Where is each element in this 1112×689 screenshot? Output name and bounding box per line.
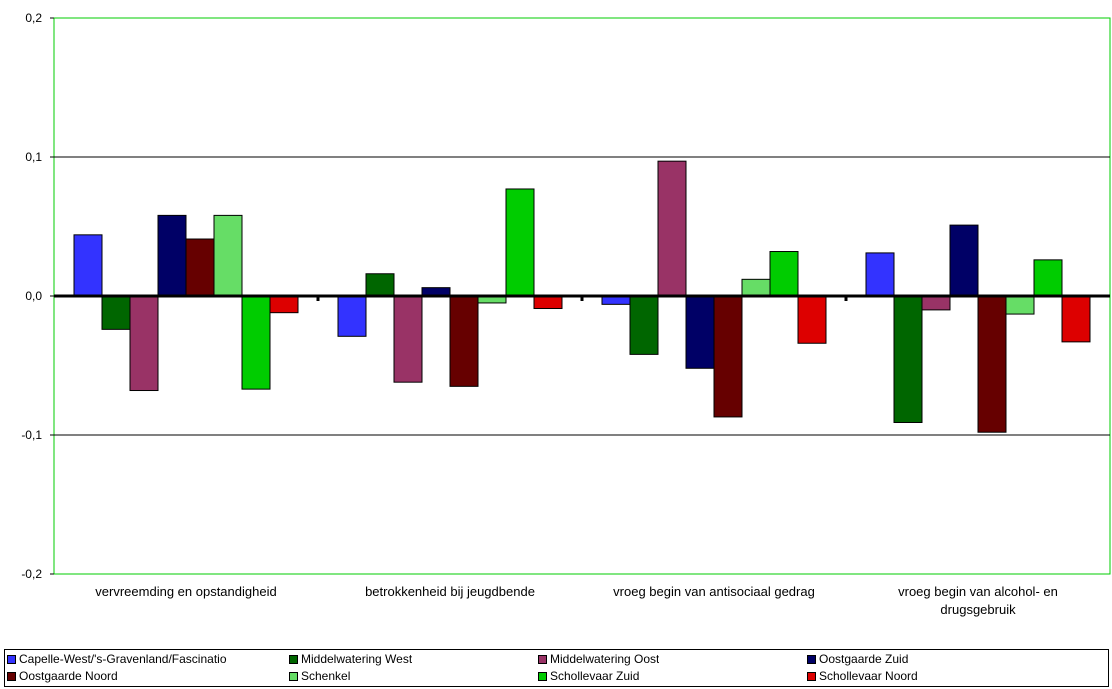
x-category-label: vroeg begin van alcohol- en drugsgebruik bbox=[898, 584, 1058, 617]
legend-item: Oostgaarde Zuid bbox=[807, 652, 908, 666]
bar bbox=[533, 295, 563, 310]
legend-swatch bbox=[807, 671, 816, 681]
y-tick-label: -0,1 bbox=[21, 428, 42, 442]
bar bbox=[893, 295, 923, 423]
bar bbox=[505, 188, 535, 297]
bar bbox=[629, 295, 659, 355]
legend-item: Middelwatering Oost bbox=[538, 652, 659, 666]
bar bbox=[657, 160, 687, 297]
bar bbox=[1061, 295, 1091, 343]
bar bbox=[73, 234, 103, 297]
legend-label: Schenkel bbox=[301, 669, 351, 683]
legend-swatch bbox=[538, 654, 547, 664]
legend-swatch bbox=[7, 671, 16, 681]
bar bbox=[865, 252, 895, 297]
bar bbox=[1033, 259, 1063, 297]
legend-item: Middelwatering West bbox=[289, 652, 412, 666]
legend-item: Schollevaar Noord bbox=[807, 669, 918, 683]
bar bbox=[769, 251, 799, 297]
legend-label: Schollevaar Zuid bbox=[550, 669, 640, 683]
y-tick-label: 0,1 bbox=[25, 150, 42, 164]
y-tick-label: -0,2 bbox=[21, 567, 42, 581]
bar bbox=[977, 295, 1007, 433]
legend-label: Capelle-West/'s-Gravenland/Fascinatio bbox=[19, 652, 227, 666]
legend-label: Middelwatering West bbox=[301, 652, 413, 666]
bar bbox=[449, 295, 479, 387]
bar bbox=[797, 295, 827, 344]
x-category-label: vervreemding en opstandigheid bbox=[95, 584, 276, 599]
legend-item: Schollevaar Zuid bbox=[538, 669, 639, 683]
legend-item: Capelle-West/'s-Gravenland/Fascinatio bbox=[7, 652, 227, 666]
legend-item: Schenkel bbox=[289, 669, 350, 683]
bar bbox=[337, 295, 367, 337]
bar bbox=[921, 295, 951, 311]
y-tick-label: 0,0 bbox=[25, 289, 42, 303]
bar bbox=[1005, 295, 1035, 315]
legend-label: Oostgaarde Zuid bbox=[819, 652, 909, 666]
bar bbox=[185, 238, 215, 297]
x-category-label: vroeg begin van antisociaal gedrag bbox=[613, 584, 815, 599]
bar bbox=[129, 295, 159, 392]
legend-label: Schollevaar Noord bbox=[819, 669, 918, 683]
chart: -0,2 -0,1 0,0 0,1 0,2 vervreemding en opstand… bbox=[21, 11, 1111, 617]
legend-swatch bbox=[289, 654, 298, 664]
bar bbox=[157, 214, 187, 297]
bar bbox=[241, 295, 271, 390]
legend-item: Oostgaarde Noord bbox=[7, 669, 118, 683]
y-tick-label: 0,2 bbox=[25, 11, 42, 25]
bar bbox=[949, 224, 979, 297]
legend: Capelle-West/'s-Gravenland/Fascinatio Mid… bbox=[4, 649, 1109, 687]
bar bbox=[213, 214, 243, 297]
bar bbox=[269, 295, 299, 314]
legend-label: Oostgaarde Noord bbox=[19, 669, 118, 683]
legend-swatch bbox=[538, 671, 547, 681]
legend-label: Middelwatering Oost bbox=[550, 652, 660, 666]
bar bbox=[741, 278, 771, 297]
legend-swatch bbox=[807, 654, 816, 664]
legend-swatch bbox=[7, 654, 16, 664]
bar bbox=[713, 295, 743, 418]
bar bbox=[365, 273, 395, 297]
bar bbox=[101, 295, 131, 330]
bar bbox=[685, 295, 715, 369]
bar bbox=[393, 295, 423, 383]
legend-swatch bbox=[289, 671, 298, 681]
x-category-label: betrokkenheid bij jeugdbende bbox=[365, 584, 535, 599]
